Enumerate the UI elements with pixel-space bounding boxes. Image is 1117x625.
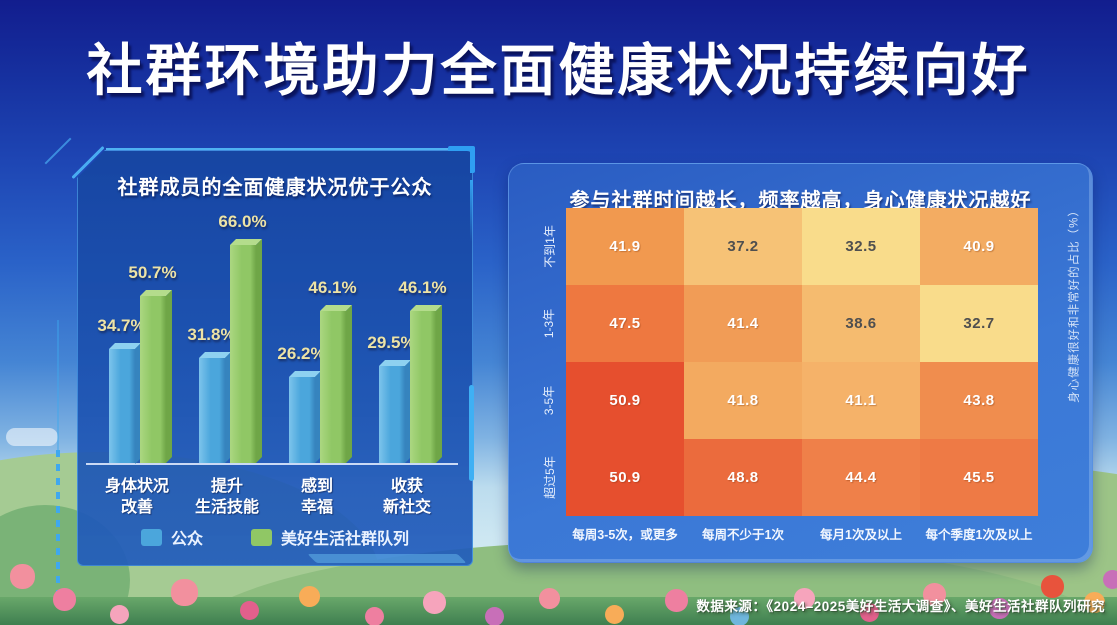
heatmap-row-label-text: 超过5年 <box>542 456 557 499</box>
heatmap-cell: 47.5 <box>566 285 684 362</box>
bar-value-label: 34.7% <box>97 315 146 335</box>
bar-value-label: 29.5% <box>367 332 416 352</box>
heatmap-cell: 43.8 <box>920 362 1038 439</box>
heatmap-cell: 45.5 <box>920 439 1038 516</box>
heatmap-row: 1-3年 47.5 41.4 38.6 32.7 <box>532 285 1038 362</box>
legend-swatch-community <box>251 528 272 546</box>
hud-left-line <box>57 320 59 450</box>
heatmap-row-label-text: 1-3年 <box>542 308 557 339</box>
bar-value-label: 66.0% <box>218 212 267 232</box>
hud-corner-diagonal-outer <box>44 137 72 165</box>
heatmap-row: 3-5年 50.9 41.8 41.1 43.8 <box>532 362 1038 439</box>
grass-decoration <box>0 597 1117 625</box>
heatmap-row-label: 3-5年 <box>532 362 566 439</box>
heatmap-cell: 41.8 <box>684 362 802 439</box>
bar-group: 26.2% 46.1% <box>274 278 360 463</box>
bar-chart-title: 社群成员的全面健康状况优于公众 <box>117 177 433 199</box>
bar-value-label: 46.1% <box>398 277 447 297</box>
category-label: 收获 新社交 <box>382 478 431 516</box>
slide-title: 社群环境助力全面健康状况持续向好 <box>86 39 1031 102</box>
hud-corner-bracket <box>448 146 475 173</box>
bar: 46.1% <box>398 278 447 463</box>
heatmap-cell: 41.9 <box>566 208 684 285</box>
heatmap-column-label: 每周3-5次，或更多 <box>572 528 678 542</box>
heatmap-row-label: 超过5年 <box>532 439 566 516</box>
bar: 29.5% <box>367 333 416 463</box>
legend-label-public: 公众 <box>170 531 203 548</box>
legend-swatch-public <box>140 528 162 546</box>
category-label: 感到 幸福 <box>300 478 333 516</box>
heatmap-cell: 40.9 <box>920 208 1038 285</box>
heatmap-row: 超过5年 50.9 48.8 44.4 45.5 <box>532 439 1038 516</box>
hud-right-line-bottom <box>469 385 474 481</box>
category-label: 身体状况 改善 <box>104 478 169 516</box>
bar: 31.8% <box>187 325 236 463</box>
cloud-decoration <box>6 428 58 446</box>
heatmap-column-label: 每个季度1次及以上 <box>925 528 1033 542</box>
heatmap-cell: 38.6 <box>802 285 920 362</box>
panel-bottom-accent <box>307 554 467 563</box>
heatmap-cell: 48.8 <box>684 439 802 516</box>
bar-chart-categories: 身体状况 改善 提升 生活技能 感到 幸福 收获 新社交 <box>86 477 458 519</box>
y-axis-label: 身心健康很好和非常好的占比（%） <box>1068 204 1081 403</box>
heatmap-cell: 44.4 <box>802 439 920 516</box>
bar-group: 29.5% 46.1% <box>364 278 450 463</box>
bar-chart-legend: 公众 美好生活社群队列 <box>78 525 472 549</box>
bar: 46.1% <box>308 278 357 463</box>
hud-left-dashes <box>56 450 60 618</box>
heatmap-column-label: 每周不少于1次 <box>702 528 784 542</box>
legend-item-public: 公众 <box>140 525 203 549</box>
heatmap-cell: 37.2 <box>684 208 802 285</box>
hud-top-line <box>106 148 448 150</box>
heatmap-row: 不到1年 41.9 37.2 32.5 40.9 <box>532 208 1038 285</box>
legend-item-community: 美好生活社群队列 <box>251 525 409 549</box>
heatmap-cell: 41.4 <box>684 285 802 362</box>
heatmap-row-label: 不到1年 <box>532 208 566 285</box>
heatmap-cell: 32.5 <box>802 208 920 285</box>
bar-value-label: 46.1% <box>308 277 357 297</box>
bar-side-face <box>255 239 262 463</box>
heatmap-row-label: 1-3年 <box>532 285 566 362</box>
heatmap-title: 参与社群时间越长，频率越高，身心健康状况越好 <box>569 190 1032 212</box>
bar-side-face <box>165 289 172 463</box>
bar: 34.7% <box>97 316 146 463</box>
bar: 26.2% <box>277 344 326 463</box>
heatmap-cell: 32.7 <box>920 285 1038 362</box>
bar-value-label: 26.2% <box>277 343 326 363</box>
bar-value-label: 50.7% <box>128 262 177 282</box>
heatmap-row-label-text: 不到1年 <box>542 225 557 268</box>
heatmap-column-labels: 每周3-5次，或更多 每周不少于1次 每月1次及以上 每个季度1次及以上 <box>566 524 1038 543</box>
legend-label-community: 美好生活社群队列 <box>281 531 410 548</box>
hud-right-line-top <box>470 180 473 242</box>
heatmap-cell: 41.1 <box>802 362 920 439</box>
bar: 66.0% <box>218 212 267 463</box>
category-label: 提升 生活技能 <box>194 478 259 516</box>
flowers-decoration <box>0 0 9 9</box>
heatmap-panel: 参与社群时间越长，频率越高，身心健康状况越好 不到1年 41.9 37.2 32.5 4… <box>508 163 1093 563</box>
heatmap-row-label-text: 3-5年 <box>542 385 557 416</box>
bar-value-label: 31.8% <box>187 325 236 345</box>
bar-chart: 34.7% 50.7% 31.8% 66.0% 26.2% 46.1% 29.5% 46.1% <box>86 211 458 465</box>
bar: 50.7% <box>128 263 177 463</box>
bar-side-face <box>345 304 352 463</box>
bar-group: 34.7% 50.7% <box>94 263 180 463</box>
bar-chart-panel: 社群成员的全面健康状况优于公众 34.7% 50.7% 31.8% 66.0% 26.2… <box>77 150 473 566</box>
source-note: 数据来源：《2024–2025美好生活大调查》、美好生活社群队列研究 <box>696 599 1105 614</box>
heatmap-cell: 50.9 <box>566 439 684 516</box>
heatmap-cell: 50.9 <box>566 362 684 439</box>
bar-group: 31.8% 66.0% <box>184 212 270 463</box>
heatmap-column-label: 每月1次及以上 <box>820 528 902 542</box>
bar-side-face <box>435 304 442 463</box>
heatmap-grid: 不到1年 41.9 37.2 32.5 40.9 1-3年 47.5 41.4 38.6 32.7… <box>532 208 1038 516</box>
